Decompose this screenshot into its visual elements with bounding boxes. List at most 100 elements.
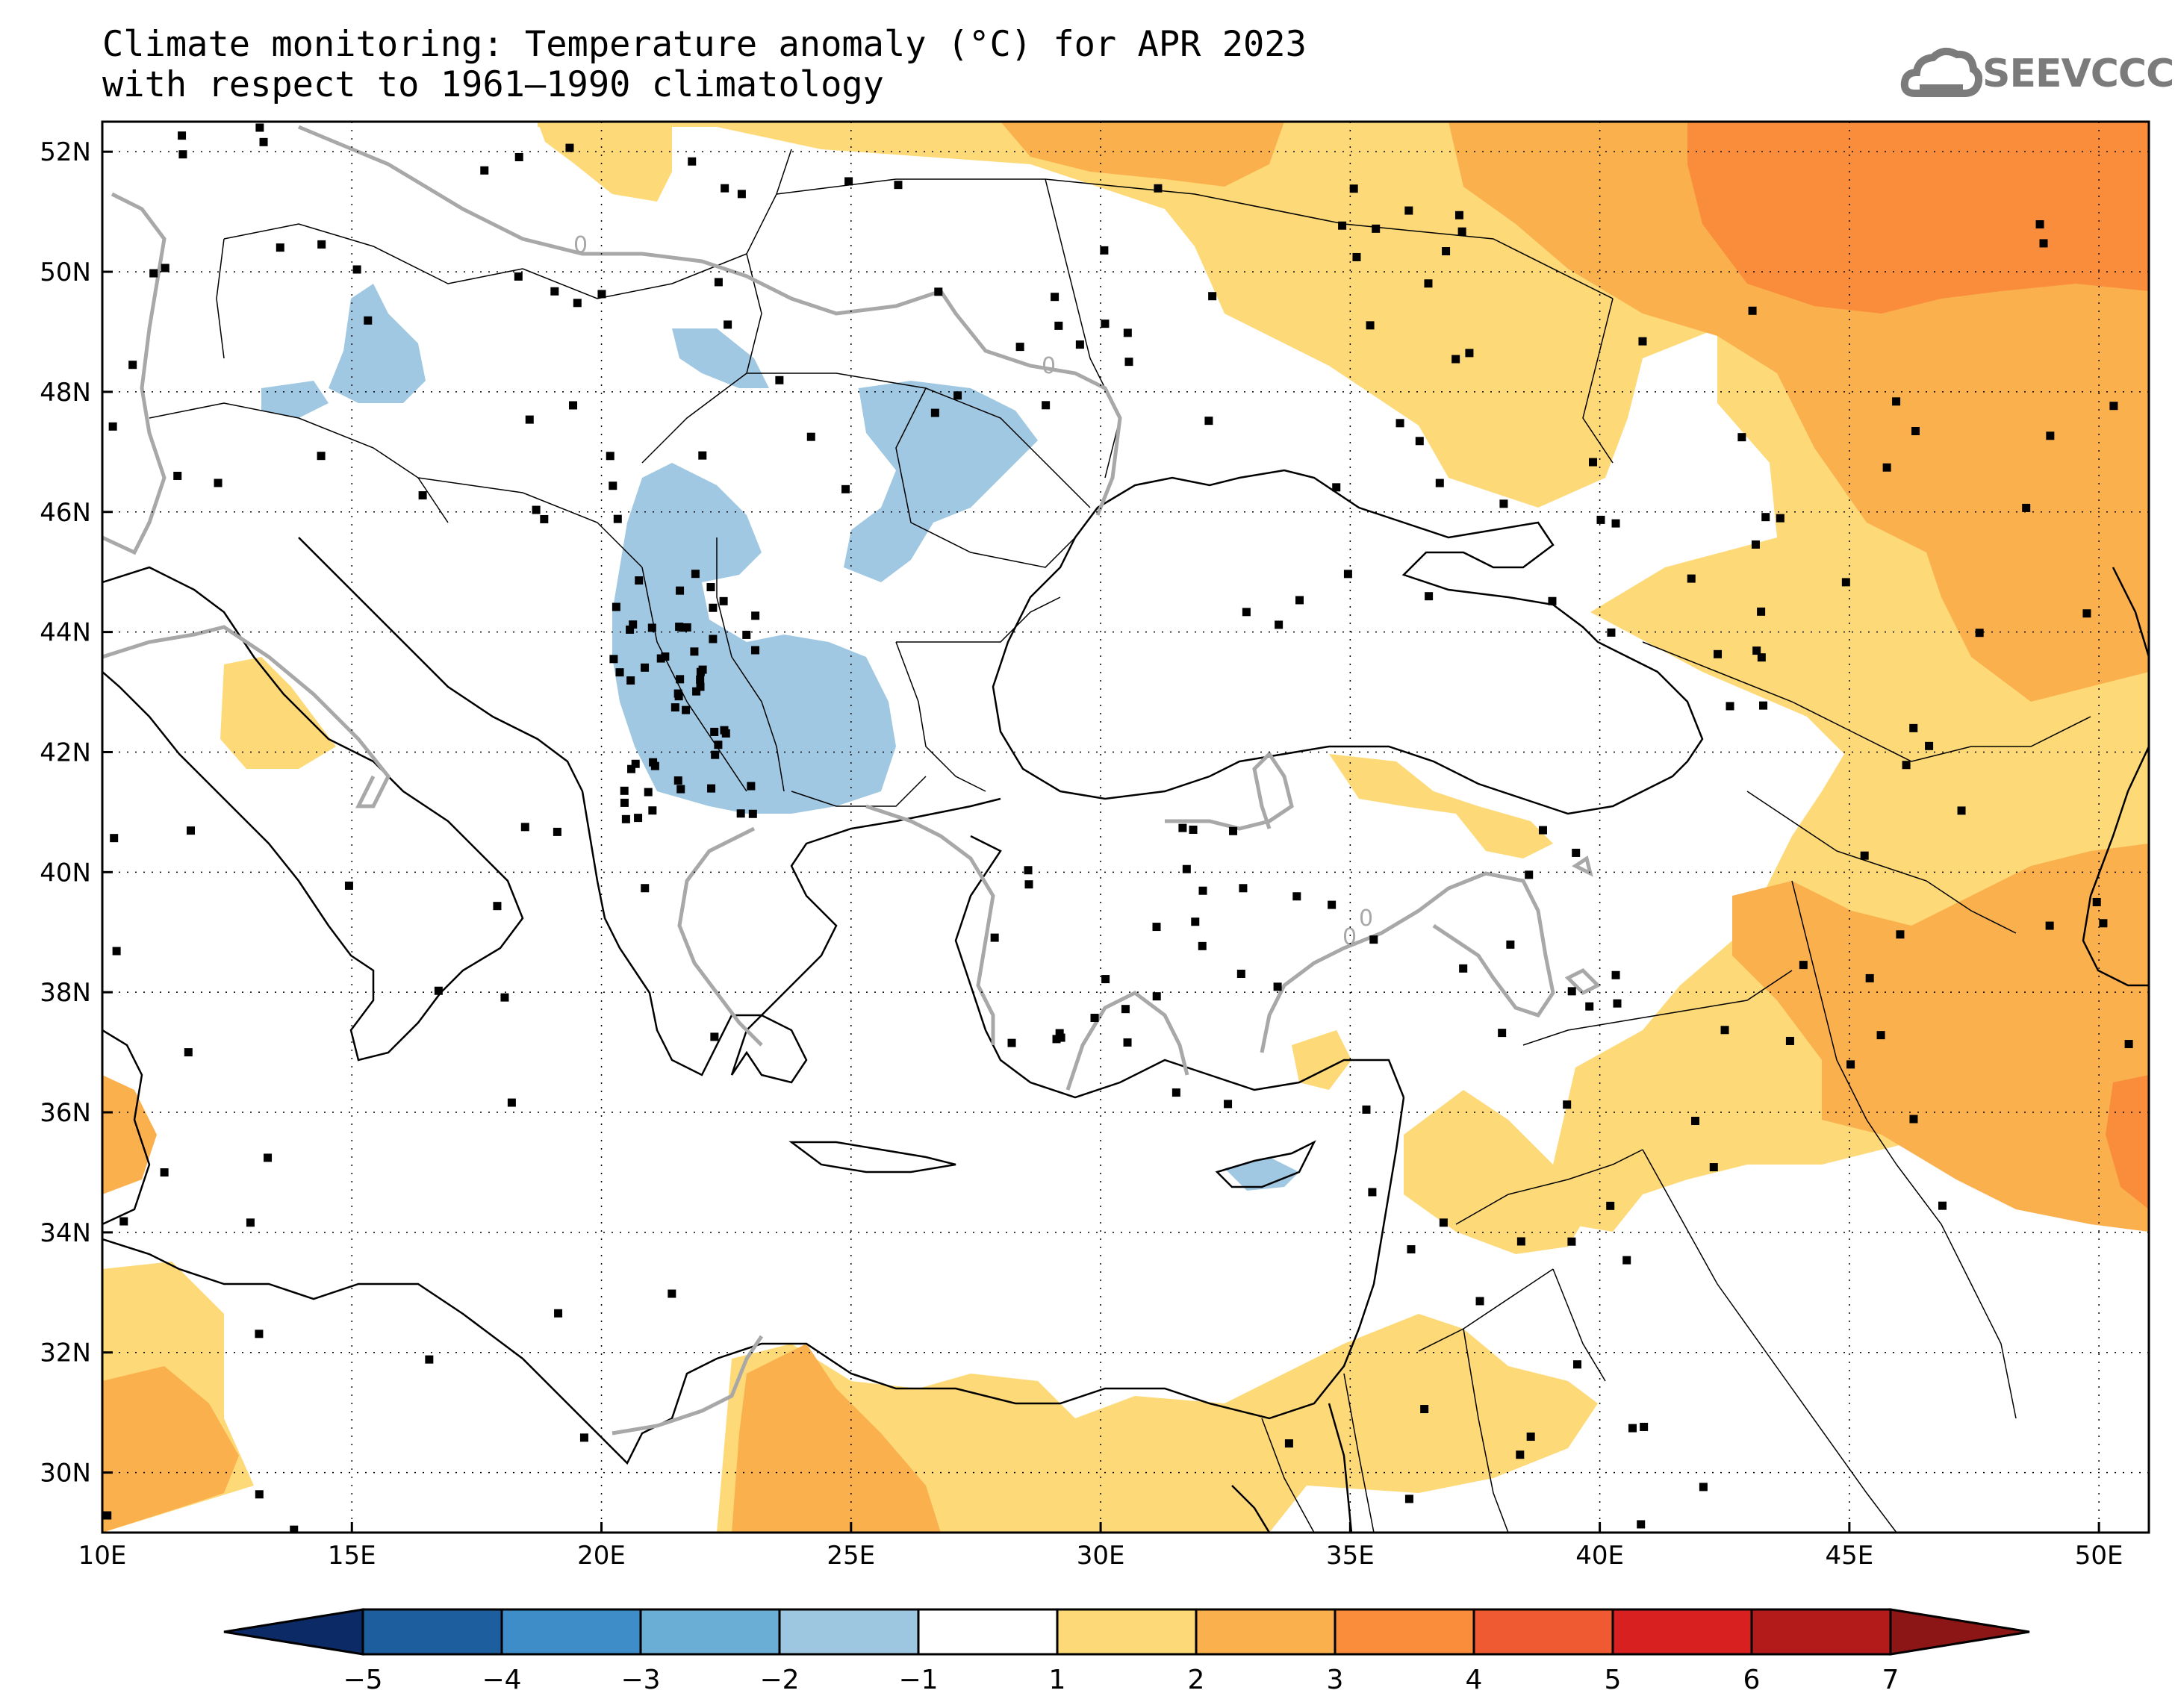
lon-tick-label: 15E: [328, 1541, 376, 1571]
station-marker: [364, 316, 373, 325]
lon-tick-label: 50E: [2075, 1541, 2123, 1571]
station-marker: [1785, 1036, 1794, 1045]
warm2-anomaly-iran: [1732, 844, 2149, 1232]
station-marker: [1224, 1100, 1233, 1109]
zero-contour-greece: [677, 804, 995, 1047]
station-marker: [1055, 1029, 1064, 1038]
station-marker: [1451, 355, 1460, 364]
station-marker: [1516, 1237, 1525, 1246]
station-marker: [724, 320, 732, 329]
station-marker: [1572, 848, 1581, 857]
station-marker: [525, 415, 534, 424]
coastline-italy: [102, 566, 524, 1062]
station-marker: [747, 782, 756, 791]
station-marker: [649, 758, 658, 767]
station-marker: [720, 726, 729, 735]
cold-anomaly-moldova: [844, 381, 1038, 582]
station-marker: [1407, 1245, 1416, 1254]
warm2-anomaly-libya: [102, 1366, 239, 1533]
colorbar-label: −5: [343, 1665, 382, 1695]
station-marker: [1475, 1297, 1484, 1306]
lat-tick-label: 32N: [40, 1338, 91, 1368]
lat-tick-label: 36N: [40, 1098, 91, 1128]
colorbar-box: [1472, 1608, 1614, 1656]
station-marker: [691, 570, 700, 579]
station-marker: [621, 814, 630, 823]
station-marker: [736, 809, 745, 818]
station-marker: [1841, 578, 1850, 587]
station-marker: [751, 611, 760, 620]
cold-anomaly-austria-west: [261, 381, 329, 418]
station-marker: [1198, 941, 1207, 950]
station-marker: [719, 596, 728, 605]
colorbar-box: [639, 1608, 781, 1656]
station-marker: [609, 655, 618, 664]
station-marker: [434, 986, 443, 995]
station-marker: [661, 652, 670, 661]
station-marker: [629, 620, 638, 629]
station-marker: [2039, 239, 2048, 248]
station-marker: [480, 166, 489, 175]
map-title-line1: Climate monitoring: Temperature anomaly …: [102, 24, 1307, 65]
station-marker: [668, 1289, 676, 1298]
station-marker: [634, 814, 643, 823]
coastline-cyprus: [1215, 1140, 1316, 1188]
station-marker: [1709, 1163, 1718, 1172]
station-marker: [1457, 227, 1466, 236]
grid-lines: [101, 122, 2149, 1533]
longitude-axis: 10E 15E 20E 25E 30E 35E 40E 45E 50E: [78, 1541, 2123, 1571]
station-marker: [1714, 649, 1723, 658]
station-marker: [573, 299, 582, 308]
station-marker: [1902, 761, 1911, 770]
station-marker: [1171, 1088, 1180, 1097]
station-marker: [514, 272, 523, 281]
station-marker: [1372, 224, 1381, 233]
station-marker: [613, 514, 622, 523]
station-marker: [1024, 880, 1033, 889]
station-marker: [1607, 628, 1616, 637]
station-marker: [1124, 358, 1133, 367]
station-marker: [1459, 964, 1468, 973]
station-marker: [635, 576, 644, 585]
station-marker: [1892, 397, 1901, 406]
colorbar-label: 2: [1188, 1665, 1205, 1695]
station-marker: [317, 452, 326, 461]
colorbar-label: 3: [1327, 1665, 1344, 1695]
station-marker: [2046, 431, 2055, 440]
station-marker: [1585, 1002, 1594, 1011]
station-marker: [425, 1355, 434, 1364]
warm-anomaly-adriatic: [220, 657, 336, 769]
station-marker: [1154, 184, 1163, 193]
seevccc-logo: SEEVCCC: [1900, 41, 2174, 108]
station-marker: [2109, 402, 2118, 411]
station-marker: [692, 687, 701, 696]
station-marker: [709, 635, 718, 643]
lat-tick-label: 38N: [40, 978, 91, 1008]
zero-contour-mediterranean: [612, 1335, 764, 1436]
station-marker: [1352, 252, 1361, 261]
map-frame: [101, 120, 2150, 1534]
colorbar-box: [361, 1608, 503, 1656]
station-marker: [1435, 479, 1444, 487]
lat-tick-label: 50N: [40, 258, 91, 287]
station-marker: [751, 646, 760, 655]
colorbar-label: 5: [1605, 1665, 1622, 1695]
station-marker: [1690, 1117, 1699, 1126]
station-marker: [1239, 884, 1248, 893]
station-marker: [644, 788, 653, 797]
station-marker: [620, 798, 629, 807]
station-marker: [1204, 417, 1213, 426]
station-marker: [627, 764, 636, 773]
station-marker: [1042, 401, 1051, 410]
station-marker: [1538, 826, 1547, 835]
station-marker: [1909, 723, 1918, 732]
station-marker: [648, 806, 657, 815]
colorbar-min-arrow: [223, 1608, 364, 1656]
station-marker: [656, 654, 665, 663]
station-marker: [1865, 973, 1874, 982]
station-marker: [676, 785, 685, 794]
colorbar-label: −3: [620, 1665, 660, 1695]
coastline-black-sea: [992, 469, 1704, 815]
station-marker: [612, 602, 620, 611]
